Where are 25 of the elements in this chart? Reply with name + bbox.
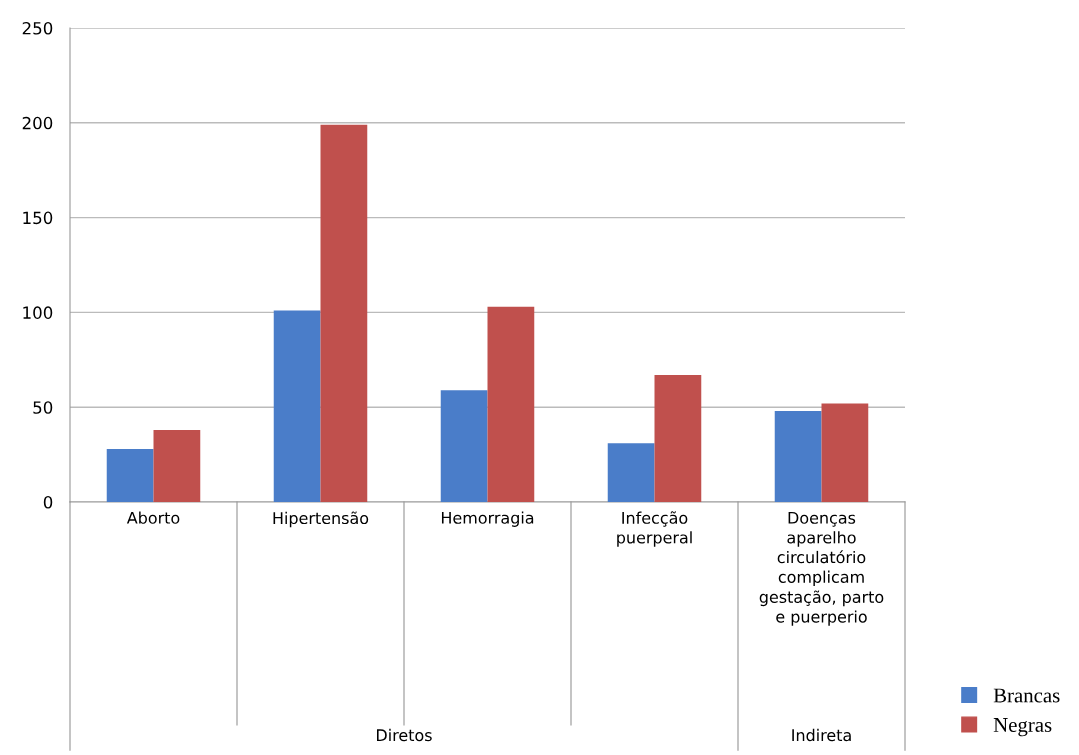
legend-label: Brancas — [993, 688, 1060, 703]
bar — [487, 306, 535, 502]
bar — [440, 390, 488, 502]
x-tick-label: Infecção puerperal — [617, 511, 692, 547]
y-tick-label: 250 — [22, 21, 53, 35]
bar — [153, 429, 201, 502]
y-tick-label: 0 — [43, 495, 53, 509]
bar — [821, 403, 869, 502]
x-tick-label: Hipertensão — [273, 511, 369, 528]
bar — [607, 443, 655, 502]
y-tick-label: 200 — [22, 116, 53, 130]
y-tick-label: 100 — [23, 306, 53, 319]
text: Diretos — [377, 728, 432, 742]
legend-label: Negras — [993, 718, 1052, 737]
y-tick-label: 150 — [23, 211, 53, 225]
bar — [320, 124, 368, 502]
x-tick-label: Aborto — [126, 511, 180, 524]
bar — [774, 410, 822, 502]
bar — [106, 448, 154, 502]
y-tick-label: 50 — [33, 401, 53, 414]
bar — [273, 310, 321, 502]
bar — [654, 374, 702, 502]
x-tick-label: Doenças aparelho circulatório complicam gestação, parto e puerperio — [759, 511, 884, 626]
x-tick-label: Hemorragia — [441, 511, 534, 527]
text: Indireta — [792, 728, 851, 742]
